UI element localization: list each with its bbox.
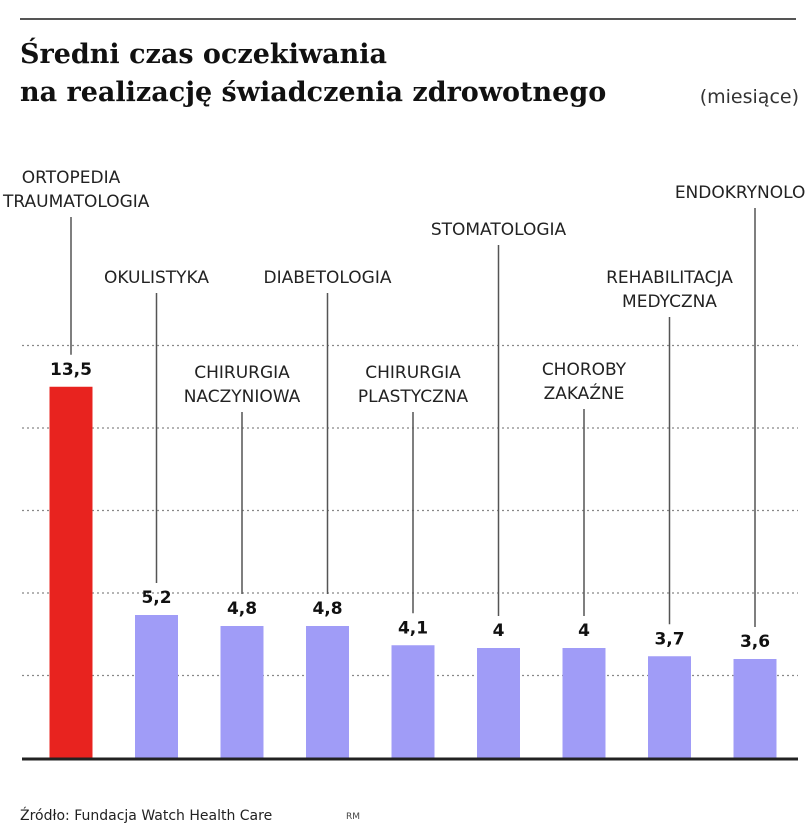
bar [49,386,93,758]
data-label: 3,6 [740,632,770,652]
category-label: REHABILITACJA [606,268,733,288]
category-label: CHOROBY [542,360,627,380]
chart-title-line-2: na realizację świadczenia zdrowotnego [20,77,607,108]
category-label: I TRAUMATOLOGIA [0,192,150,212]
category-label: STOMATOLOGIA [431,220,567,240]
source-note: Źródło: Fundacja Watch Health Care [20,808,273,824]
data-label: 4,8 [227,599,257,619]
data-label: 4,1 [398,618,428,638]
data-label: 5,2 [141,588,171,608]
bar [220,626,264,758]
bar [562,648,606,758]
data-label: 3,7 [654,629,684,649]
data-label: 13,5 [50,360,92,380]
category-label: ORTOPEDIA [22,168,121,188]
bar [391,645,435,758]
bar [648,656,691,758]
category-label: CHIRURGIA [365,363,461,383]
bar [733,659,777,758]
category-label: NACZYNIOWA [184,387,301,407]
unit-label: (miesiące) [699,86,799,108]
author-credit: RM [346,812,361,822]
top-rule [20,18,796,20]
category-label: ZAKAŹNE [544,382,625,404]
category-label: OKULISTYKA [104,268,209,288]
category-label: MEDYCZNA [622,292,717,312]
data-label: 4 [493,621,505,641]
chart-title: Średni czas oczekiwania na realizację św… [20,36,606,112]
data-label: 4 [578,621,590,641]
bar [135,615,178,758]
category-label: CHIRURGIA [194,363,290,383]
category-label: DIABETOLOGIA [264,268,392,288]
bar [306,626,349,758]
category-label: ENDOKRYNOLOGIA [675,183,805,203]
category-label: PLASTYCZNA [358,387,469,407]
bar [477,648,520,758]
chart-title-line-1: Średni czas oczekiwania [20,39,387,70]
data-label: 4,8 [312,599,342,619]
